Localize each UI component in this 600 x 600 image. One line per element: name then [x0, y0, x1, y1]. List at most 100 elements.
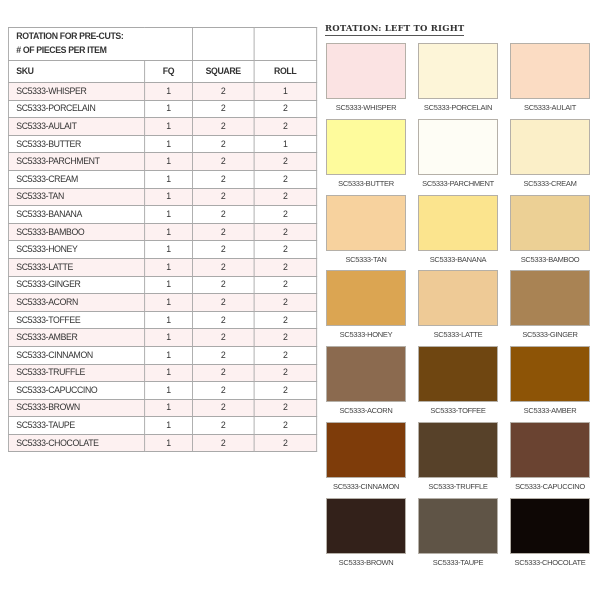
roll-cell: 2 — [253, 433, 318, 453]
color-swatch: SC5333-BAMBOO — [510, 194, 590, 264]
swatch-label: SC5333-AULAIT — [524, 103, 576, 112]
sku-cell: SC5333-AMBER — [8, 328, 145, 347]
sku-cell: SC5333-CAPUCCINO — [8, 381, 145, 400]
swatch-label: SC5333-WHISPER — [335, 103, 397, 112]
fq-cell: 1 — [143, 398, 194, 418]
swatch-label: SC5333-LATTE — [433, 330, 483, 340]
table-row: SC5333-AMBER 1 2 2 — [8, 328, 318, 347]
color-swatch: SC5333-TOFFEE — [418, 346, 498, 415]
square-cell: 2 — [192, 240, 255, 259]
table-row: SC5333-AULAIT 1 2 2 — [8, 117, 318, 136]
fq-cell: 1 — [143, 328, 194, 347]
sku-cell: SC5333-PORCELAIN — [8, 99, 145, 119]
swatch-color-box — [326, 43, 406, 99]
fq-cell: 1 — [143, 187, 194, 207]
square-cell: 2 — [192, 328, 255, 347]
table-row: SC5333-BROWN 1 2 2 — [8, 398, 318, 418]
swatch-label: SC5333-TAUPE — [432, 557, 484, 567]
roll-cell: 2 — [253, 398, 318, 418]
roll-cell: 2 — [253, 187, 318, 207]
swatch-color-box — [326, 194, 406, 251]
swatch-color-box — [418, 43, 498, 99]
fq-cell: 1 — [143, 99, 194, 119]
table-row: SC5333-BANANA 1 2 2 — [8, 205, 318, 224]
swatch-color-box — [326, 346, 406, 403]
roll-cell: 2 — [253, 345, 318, 365]
fq-cell: 1 — [143, 381, 194, 400]
table-row: SC5333-GINGER 1 2 2 — [8, 275, 318, 295]
precut-table: ROTATION FOR PRE-CUTS: # OF PIECES PER IT… — [7, 27, 318, 453]
table-row: SC5333-LATTE 1 2 2 — [8, 257, 318, 277]
table-row: SC5333-WHISPER 1 2 1 — [8, 82, 318, 101]
swatch-color-box — [510, 346, 590, 403]
color-swatch: SC5333-BROWN — [326, 497, 406, 567]
roll-cell: 2 — [253, 152, 318, 171]
header-sku: SKU — [8, 60, 145, 83]
swatch-label: SC5333-TAN — [345, 254, 387, 264]
roll-cell: 2 — [253, 257, 318, 277]
square-cell: 2 — [192, 82, 255, 101]
swatch-color-box — [418, 497, 498, 554]
sku-cell: SC5333-BAMBOO — [8, 222, 145, 242]
sku-cell: SC5333-CHOCOLATE — [8, 433, 145, 453]
sku-cell: SC5333-CREAM — [8, 169, 145, 189]
roll-cell: 1 — [253, 82, 318, 101]
roll-cell: 1 — [253, 134, 318, 154]
sku-cell: SC5333-AULAIT — [8, 117, 145, 136]
color-swatch: SC5333-HONEY — [326, 270, 406, 339]
swatch-color-box — [418, 270, 498, 327]
roll-cell: 2 — [253, 99, 318, 119]
sku-cell: SC5333-TAUPE — [8, 416, 145, 435]
roll-cell: 2 — [253, 310, 318, 330]
roll-cell: 2 — [253, 275, 318, 295]
fq-cell: 1 — [143, 222, 194, 242]
roll-cell: 2 — [253, 328, 318, 347]
swatch-color-box — [418, 194, 498, 251]
color-swatch: SC5333-TAUPE — [418, 497, 498, 567]
swatch-color-box — [510, 43, 590, 99]
swatch-color-box — [326, 270, 406, 327]
swatch-label: SC5333-PARCHMENT — [422, 178, 494, 188]
fq-cell: 1 — [143, 169, 194, 189]
fq-cell: 1 — [143, 205, 194, 224]
color-swatch: SC5333-TAN — [326, 194, 406, 264]
swatch-color-box — [510, 194, 590, 251]
table-row: SC5333-TOFFEE 1 2 2 — [8, 310, 318, 330]
square-cell: 2 — [192, 293, 255, 312]
sku-cell: SC5333-LATTE — [8, 257, 145, 277]
square-cell: 2 — [192, 222, 255, 242]
fq-cell: 1 — [143, 117, 194, 136]
swatch-label: SC5333-PORCELAIN — [423, 103, 493, 112]
table-row: SC5333-PORCELAIN 1 2 2 — [8, 99, 318, 119]
swatch-label: SC5333-TOFFEE — [430, 406, 486, 416]
sku-cell: SC5333-ACORN — [8, 293, 145, 312]
swatch-color-box — [418, 422, 498, 478]
swatch-color-box — [510, 118, 590, 175]
fq-cell: 1 — [143, 275, 194, 295]
square-cell: 2 — [192, 363, 255, 383]
sku-cell: SC5333-GINGER — [8, 275, 145, 295]
sku-cell: SC5333-BANANA — [8, 205, 145, 224]
roll-cell: 2 — [253, 117, 318, 136]
table-row: SC5333-HONEY 1 2 2 — [8, 240, 318, 259]
swatch-color-box — [510, 270, 590, 327]
swatch-label: SC5333-CAPUCCINO — [515, 482, 585, 491]
color-swatch: SC5333-PORCELAIN — [418, 43, 498, 112]
swatch-color-box — [510, 497, 590, 554]
swatch-label: SC5333-BAMBOO — [520, 254, 580, 264]
square-cell: 2 — [192, 187, 255, 207]
fq-cell: 1 — [143, 363, 194, 383]
color-swatch: SC5333-WHISPER — [326, 43, 406, 112]
swatch-color-box — [326, 497, 406, 554]
sku-cell: SC5333-WHISPER — [8, 82, 145, 101]
table-row: SC5333-CAPUCCINO 1 2 2 — [8, 381, 318, 400]
fq-cell: 1 — [143, 345, 194, 365]
table-row: SC5333-BUTTER 1 2 1 — [8, 134, 318, 154]
fq-cell: 1 — [143, 240, 194, 259]
square-cell: 2 — [192, 257, 255, 277]
swatch-label: SC5333-CREAM — [523, 178, 577, 188]
swatch-label: SC5333-CHOCOLATE — [514, 557, 586, 567]
fq-cell: 1 — [143, 82, 194, 101]
roll-cell: 2 — [253, 222, 318, 242]
roll-cell: 2 — [253, 293, 318, 312]
